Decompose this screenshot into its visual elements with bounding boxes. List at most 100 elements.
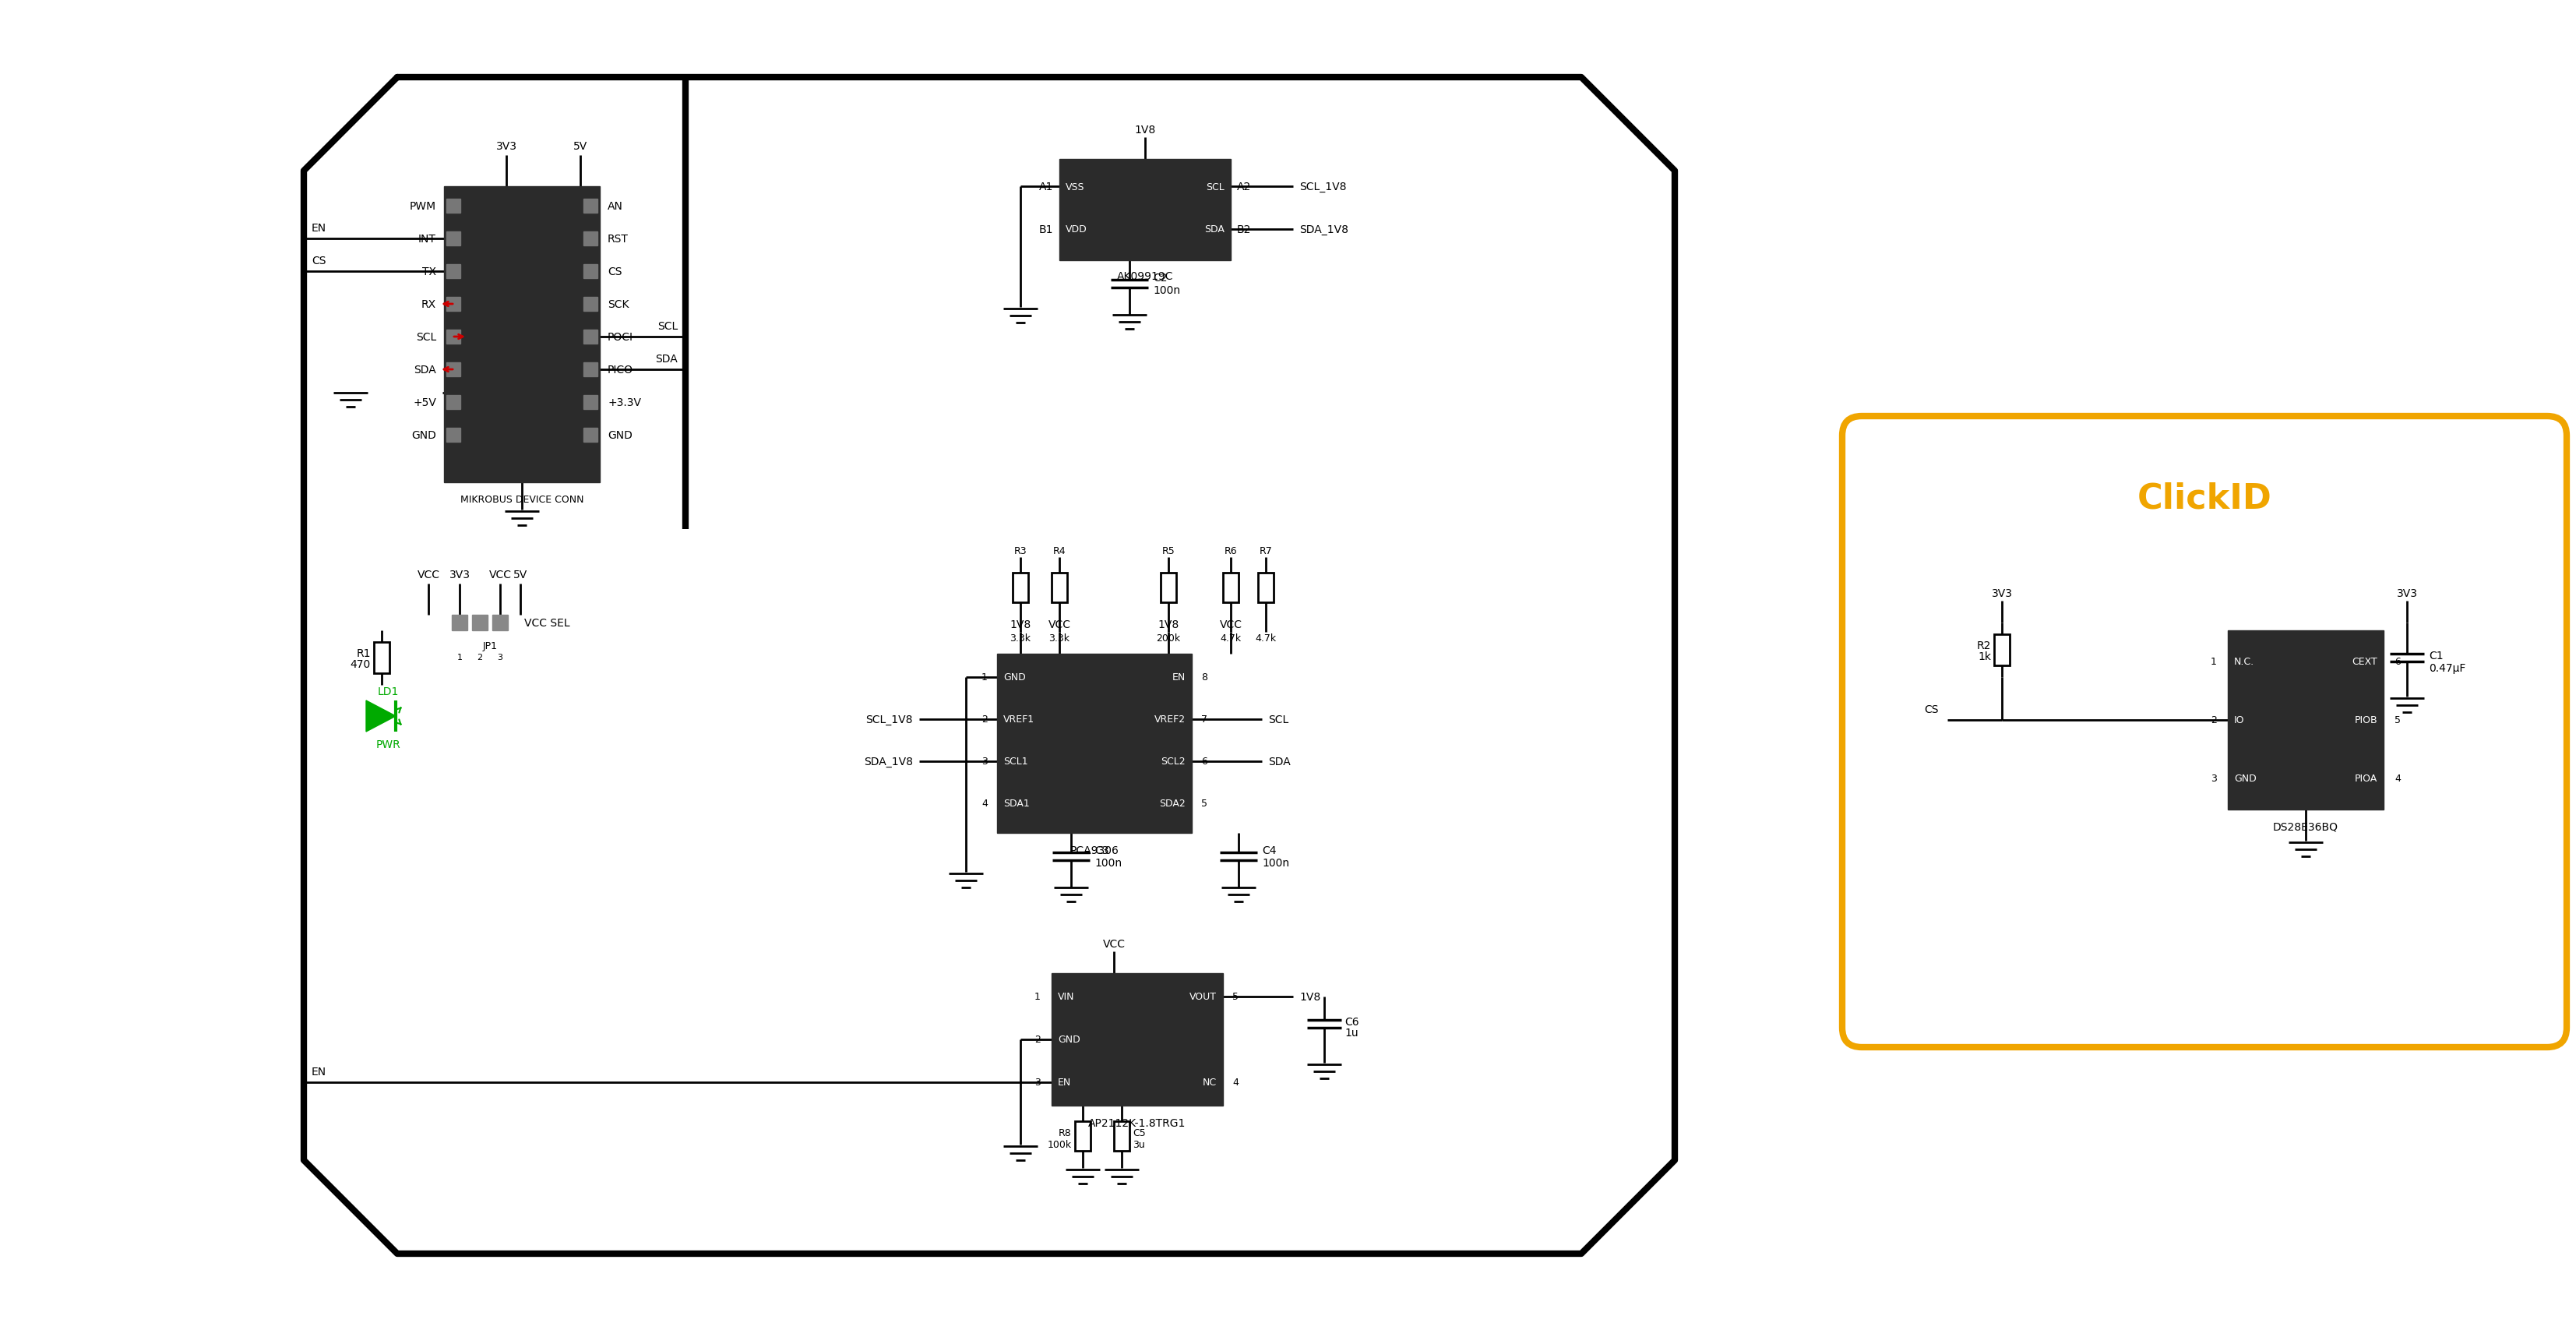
Text: GND: GND: [608, 430, 634, 441]
Text: 3: 3: [2210, 774, 2218, 783]
Bar: [1059, 160, 1231, 261]
Text: SCL1: SCL1: [1002, 757, 1028, 766]
Text: TX: TX: [422, 266, 435, 278]
Polygon shape: [366, 701, 397, 732]
Text: GND: GND: [412, 430, 435, 441]
Text: DS28E36BQ: DS28E36BQ: [2272, 822, 2339, 832]
Bar: [1012, 573, 1028, 603]
Text: VCC SEL: VCC SEL: [526, 618, 569, 628]
Text: EN: EN: [312, 1066, 327, 1077]
Bar: [492, 615, 507, 631]
Text: R6: R6: [1224, 546, 1236, 557]
Bar: [582, 396, 598, 410]
Text: VDD: VDD: [1066, 225, 1087, 234]
Text: EN: EN: [1059, 1077, 1072, 1088]
Text: 1: 1: [2210, 656, 2218, 667]
Text: 100n: 100n: [1154, 284, 1180, 296]
Text: C3: C3: [1095, 845, 1108, 856]
Text: 2: 2: [2210, 716, 2218, 725]
Bar: [446, 298, 461, 311]
Text: +3.3V: +3.3V: [608, 397, 641, 407]
Text: C6: C6: [1345, 1016, 1360, 1027]
Text: EN: EN: [312, 222, 327, 234]
Text: CS: CS: [312, 255, 327, 266]
Text: 6: 6: [1200, 757, 1208, 766]
Bar: [446, 265, 461, 279]
Text: PICO: PICO: [608, 364, 634, 376]
Bar: [374, 643, 389, 673]
Text: CS: CS: [608, 266, 621, 278]
Text: B1: B1: [1038, 225, 1054, 235]
Text: +5V: +5V: [412, 397, 435, 407]
Text: R5: R5: [1162, 546, 1175, 557]
Text: GND: GND: [1059, 1035, 1079, 1045]
Text: 1: 1: [1036, 992, 1041, 1002]
Text: C4: C4: [1262, 845, 1275, 856]
Bar: [1257, 573, 1273, 603]
Bar: [582, 200, 598, 213]
Text: R2: R2: [1976, 640, 1991, 651]
Text: 5: 5: [2396, 716, 2401, 725]
Text: SDA: SDA: [415, 364, 435, 376]
Text: SDA_1V8: SDA_1V8: [1298, 225, 1347, 235]
Text: SDA2: SDA2: [1159, 799, 1185, 808]
Bar: [1162, 573, 1177, 603]
Text: CS: CS: [1924, 704, 1937, 714]
Text: EN: EN: [1172, 672, 1185, 683]
Text: 5: 5: [1231, 992, 1239, 1002]
Text: VOUT: VOUT: [1190, 992, 1216, 1002]
Text: 6: 6: [2396, 656, 2401, 667]
Text: 1: 1: [981, 672, 987, 683]
Text: 3: 3: [1036, 1077, 1041, 1088]
Text: 5: 5: [1200, 799, 1208, 808]
Bar: [1113, 1122, 1128, 1151]
Text: JP1: JP1: [482, 642, 497, 651]
Text: C5: C5: [1133, 1129, 1146, 1138]
Text: CEXT: CEXT: [2352, 656, 2378, 667]
Text: PCA9306: PCA9306: [1069, 845, 1118, 856]
Text: 1V8: 1V8: [1010, 619, 1030, 630]
Text: 2: 2: [1036, 1035, 1041, 1045]
Text: VCC: VCC: [1103, 938, 1126, 949]
Text: SDA: SDA: [654, 353, 677, 364]
Bar: [1074, 1122, 1090, 1151]
Text: 3V3: 3V3: [448, 569, 469, 579]
Text: 3V3: 3V3: [2396, 587, 2416, 599]
Bar: [582, 298, 598, 311]
Text: IO: IO: [2233, 716, 2244, 725]
Text: C1: C1: [2429, 650, 2442, 662]
Text: PIOB: PIOB: [2354, 716, 2378, 725]
Text: SCL_1V8: SCL_1V8: [1298, 181, 1347, 192]
Bar: [582, 232, 598, 246]
Bar: [443, 187, 600, 483]
Text: 470: 470: [350, 659, 371, 669]
Text: PIOA: PIOA: [2354, 774, 2378, 783]
Text: AP2112K-1.8TRG1: AP2112K-1.8TRG1: [1090, 1118, 1185, 1129]
Text: SDA: SDA: [1267, 757, 1291, 767]
Text: VREF2: VREF2: [1154, 714, 1185, 725]
Text: GND: GND: [2233, 774, 2257, 783]
Text: 3V3: 3V3: [495, 142, 518, 152]
Text: 7: 7: [1200, 714, 1208, 725]
Text: A1: A1: [1038, 181, 1054, 192]
Bar: [471, 615, 487, 631]
Text: R1: R1: [355, 648, 371, 659]
Bar: [1051, 974, 1224, 1106]
Text: VCC: VCC: [1218, 619, 1242, 630]
Text: 4: 4: [2396, 774, 2401, 783]
Text: 3.3k: 3.3k: [1048, 634, 1069, 643]
Text: AN: AN: [608, 201, 623, 212]
Text: A2: A2: [1236, 181, 1252, 192]
Text: 4.7k: 4.7k: [1255, 634, 1275, 643]
Bar: [446, 331, 461, 344]
Text: SCL: SCL: [415, 332, 435, 343]
Text: 2: 2: [477, 654, 482, 662]
Text: ClickID: ClickID: [2138, 482, 2272, 515]
Text: INT: INT: [417, 234, 435, 245]
Text: SCL: SCL: [1267, 714, 1288, 725]
Text: 3: 3: [981, 757, 987, 766]
Text: 0.47μF: 0.47μF: [2429, 663, 2465, 673]
Text: MIKROBUS DEVICE CONN: MIKROBUS DEVICE CONN: [461, 495, 585, 505]
Text: 100k: 100k: [1048, 1139, 1072, 1150]
Bar: [1051, 573, 1066, 603]
